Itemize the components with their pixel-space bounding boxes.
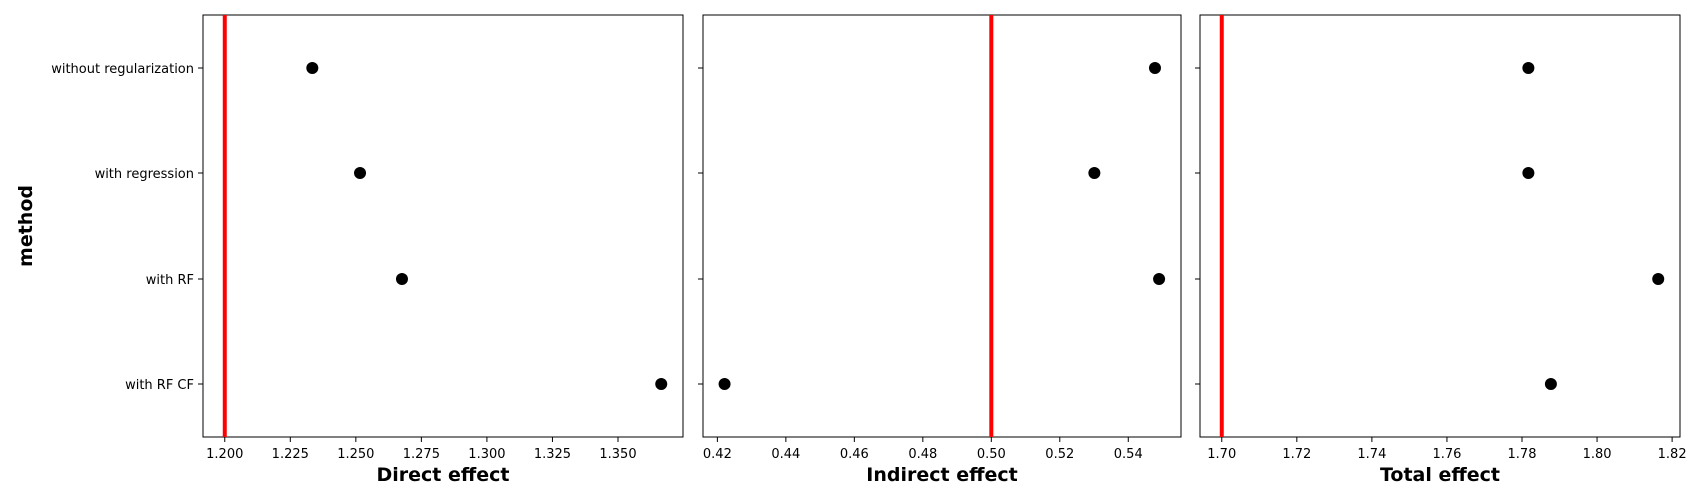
y-axis-title: method [15,185,37,267]
x-tick-label: 1.72 [1282,447,1311,462]
data-point-2-3 [1153,273,1166,285]
x-tick-label: 1.275 [403,447,440,462]
data-point-1-1 [306,62,319,74]
category-label: with regression [95,167,194,182]
x-tick-label: 0.42 [703,447,732,462]
category-label: with RF [146,273,194,288]
x-axis-title-2: Indirect effect [866,464,1017,486]
x-axis-title-1: Direct effect [376,464,509,486]
data-point-2-4 [718,378,731,390]
x-tick-label: 0.54 [1114,447,1143,462]
data-point-2-1 [1148,62,1161,74]
panel-frame-2 [702,14,1182,438]
x-tick-label: 1.82 [1658,447,1687,462]
x-tick-label: 1.325 [534,447,571,462]
data-point-3-4 [1544,378,1557,390]
x-tick-label: 1.350 [599,447,636,462]
x-tick-label: 1.78 [1508,447,1537,462]
x-axis-title-3: Total effect [1380,464,1500,486]
x-tick-label: 1.250 [337,447,374,462]
data-point-3-1 [1522,62,1535,74]
x-tick-label: 1.76 [1432,447,1461,462]
x-tick-label: 0.48 [908,447,937,462]
panel-frame-3 [1199,14,1681,438]
x-tick-label: 1.70 [1207,447,1236,462]
x-tick-label: 1.80 [1583,447,1612,462]
category-label: with RF CF [125,378,194,393]
data-point-3-3 [1652,273,1665,285]
data-point-1-3 [395,273,408,285]
x-tick-label: 0.52 [1045,447,1074,462]
panel-frame-1 [202,14,684,438]
category-label: without regularization [51,62,194,77]
data-point-2-2 [1088,167,1101,179]
x-tick-label: 1.200 [206,447,243,462]
x-tick-label: 1.225 [272,447,309,462]
x-tick-label: 0.46 [840,447,869,462]
x-tick-label: 1.74 [1357,447,1386,462]
data-point-1-2 [354,167,367,179]
x-tick-label: 0.50 [977,447,1006,462]
x-tick-label: 1.300 [468,447,505,462]
data-point-1-4 [655,378,668,390]
data-point-3-2 [1522,167,1535,179]
x-tick-label: 0.44 [771,447,800,462]
